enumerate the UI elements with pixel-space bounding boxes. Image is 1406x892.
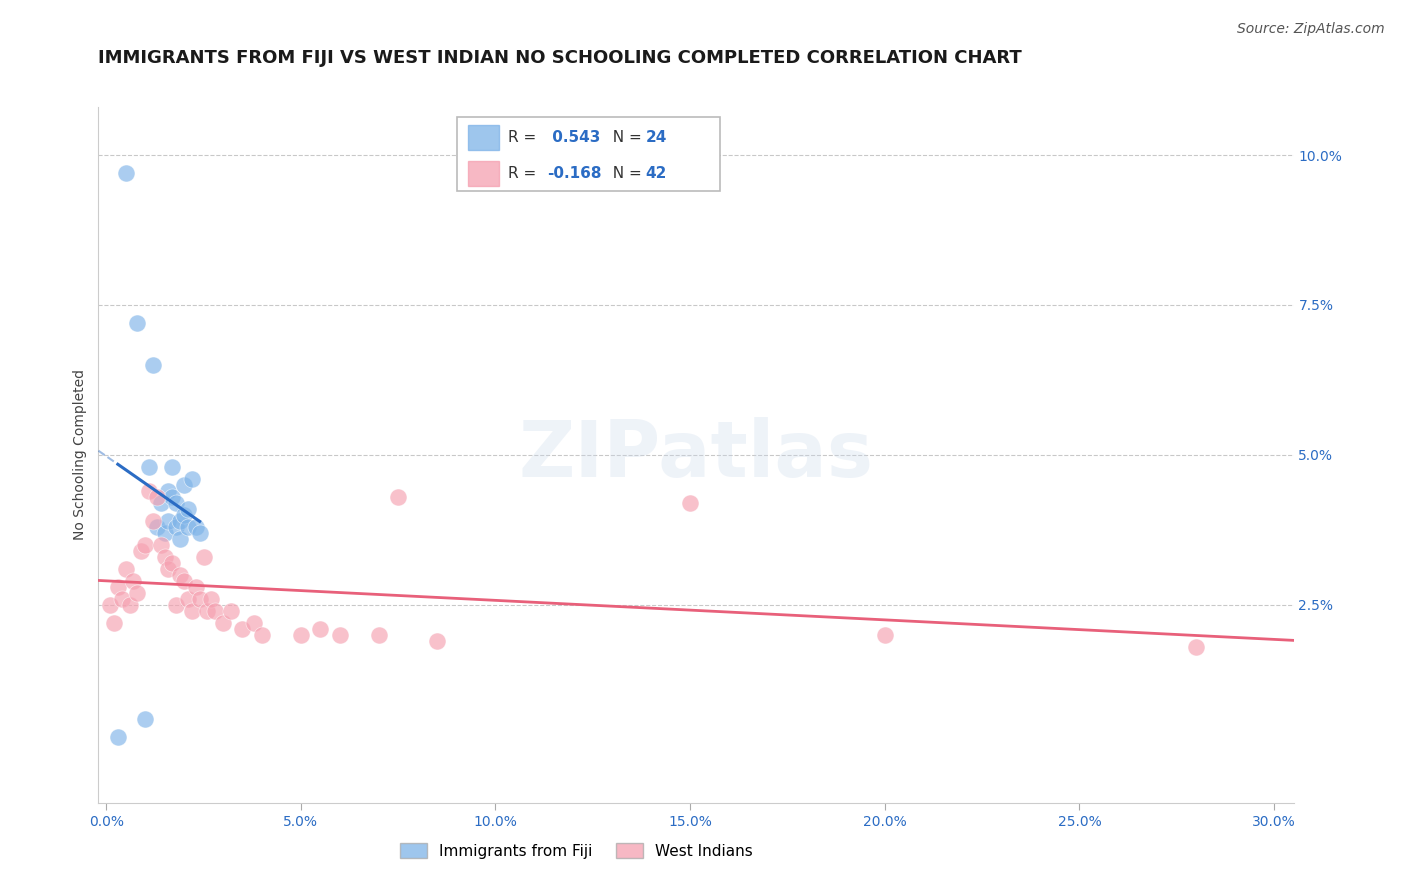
Text: 24: 24 xyxy=(645,129,666,145)
Point xyxy=(146,520,169,534)
Point xyxy=(169,514,191,528)
Point xyxy=(153,549,176,564)
Text: 42: 42 xyxy=(645,166,666,181)
Text: IMMIGRANTS FROM FIJI VS WEST INDIAN NO SCHOOLING COMPLETED CORRELATION CHART: IMMIGRANTS FROM FIJI VS WEST INDIAN NO S… xyxy=(98,49,1022,67)
Point xyxy=(1185,640,1208,654)
Point xyxy=(129,544,152,558)
Point xyxy=(387,490,409,504)
Point xyxy=(162,459,184,474)
Point xyxy=(153,525,176,540)
Point xyxy=(107,730,129,744)
Point xyxy=(162,556,184,570)
Point xyxy=(309,622,332,636)
Point xyxy=(329,628,352,642)
Point xyxy=(127,316,149,330)
Y-axis label: No Schooling Completed: No Schooling Completed xyxy=(73,369,87,541)
Point xyxy=(165,496,187,510)
Point xyxy=(188,591,211,606)
Point xyxy=(149,538,172,552)
Point xyxy=(134,538,156,552)
Point xyxy=(138,483,160,498)
Point xyxy=(134,712,156,726)
Point xyxy=(679,496,702,510)
Point xyxy=(200,591,222,606)
Point xyxy=(103,615,125,630)
Point xyxy=(177,502,200,516)
Point xyxy=(114,562,136,576)
Point xyxy=(188,525,211,540)
Point xyxy=(162,490,184,504)
Point xyxy=(873,628,896,642)
Point xyxy=(107,580,129,594)
Text: Source: ZipAtlas.com: Source: ZipAtlas.com xyxy=(1237,22,1385,37)
Point xyxy=(146,490,169,504)
Point xyxy=(212,615,235,630)
Point xyxy=(219,604,242,618)
Legend: Immigrants from Fiji, West Indians: Immigrants from Fiji, West Indians xyxy=(394,837,759,864)
Text: -0.168: -0.168 xyxy=(547,166,602,181)
Point xyxy=(142,514,165,528)
Point xyxy=(138,459,160,474)
Point xyxy=(250,628,273,642)
Point xyxy=(177,591,200,606)
Point xyxy=(122,574,145,588)
Text: R =: R = xyxy=(508,166,541,181)
Point xyxy=(114,166,136,180)
Point xyxy=(290,628,312,642)
Point xyxy=(426,633,449,648)
Point xyxy=(142,358,165,372)
Point xyxy=(118,598,141,612)
Point xyxy=(169,532,191,546)
Point xyxy=(157,514,180,528)
Point xyxy=(180,604,202,618)
Text: ZIPatlas: ZIPatlas xyxy=(519,417,873,493)
Point xyxy=(184,580,207,594)
Point xyxy=(193,549,215,564)
Text: R =: R = xyxy=(508,129,541,145)
Point xyxy=(197,604,219,618)
Point xyxy=(157,562,180,576)
Point xyxy=(169,567,191,582)
Point xyxy=(173,508,195,522)
Text: N =: N = xyxy=(603,129,647,145)
Point xyxy=(243,615,266,630)
Point xyxy=(157,483,180,498)
Point xyxy=(177,520,200,534)
Point xyxy=(173,478,195,492)
Point xyxy=(173,574,195,588)
Point xyxy=(184,520,207,534)
Text: N =: N = xyxy=(603,166,647,181)
Text: 0.543: 0.543 xyxy=(547,129,600,145)
Point xyxy=(111,591,134,606)
Point xyxy=(149,496,172,510)
Point xyxy=(127,586,149,600)
Point xyxy=(180,472,202,486)
Point xyxy=(165,520,187,534)
Point xyxy=(231,622,253,636)
Point xyxy=(165,598,187,612)
Point xyxy=(204,604,226,618)
Point xyxy=(98,598,121,612)
Point xyxy=(367,628,389,642)
